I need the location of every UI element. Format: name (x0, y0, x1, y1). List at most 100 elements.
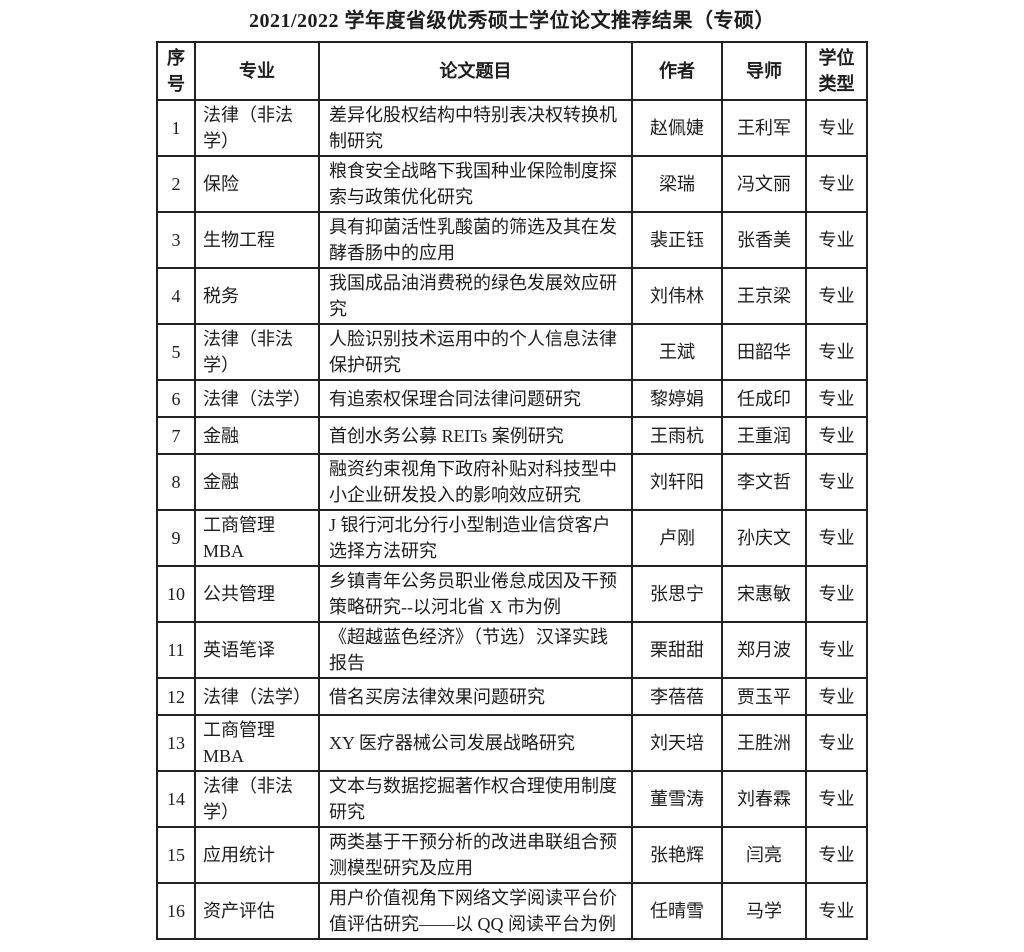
cell-degree-type: 专业 (805, 677, 868, 716)
header-major: 专业 (194, 41, 320, 101)
cell-advisor: 马学 (721, 882, 807, 940)
cell-advisor: 王胜洲 (721, 714, 807, 772)
cell-degree-type: 专业 (805, 453, 868, 511)
cell-thesis-title: 有追索权保理合同法律问题研究 (318, 379, 633, 418)
cell-degree-type: 专业 (805, 379, 868, 418)
cell-no: 10 (156, 565, 196, 623)
header-no: 序号 (156, 41, 196, 101)
cell-thesis-title: 用户价值视角下网络文学阅读平台价值评估研究——以 QQ 阅读平台为例 (318, 882, 633, 940)
cell-degree-type: 专业 (805, 882, 868, 940)
cell-major: 金融 (194, 416, 320, 455)
cell-major: 税务 (194, 267, 320, 325)
table-row: 12 法律（法学） 借名买房法律效果问题研究 李蓓蓓 贾玉平 专业 (156, 677, 868, 716)
cell-no: 11 (156, 621, 196, 679)
table-body: 1 法律（非法学） 差异化股权结构中特别表决权转换机制研究 赵佩婕 王利军 专业… (156, 99, 868, 940)
table-header: 序号 专业 论文题目 作者 导师 学位类型 (156, 41, 868, 101)
cell-author: 张艳辉 (631, 826, 723, 884)
cell-major: 金融 (194, 453, 320, 511)
cell-major: 工商管理 MBA (194, 714, 320, 772)
header-title: 论文题目 (318, 41, 633, 101)
cell-thesis-title: 两类基于干预分析的改进串联组合预测模型研究及应用 (318, 826, 633, 884)
cell-author: 任晴雪 (631, 882, 723, 940)
table-row: 16 资产评估 用户价值视角下网络文学阅读平台价值评估研究——以 QQ 阅读平台… (156, 882, 868, 940)
cell-advisor: 贾玉平 (721, 677, 807, 716)
cell-author: 王雨杭 (631, 416, 723, 455)
cell-thesis-title: 首创水务公募 REITs 案例研究 (318, 416, 633, 455)
table-row: 10 公共管理 乡镇青年公务员职业倦怠成因及干预策略研究--以河北省 X 市为例… (156, 565, 868, 623)
cell-degree-type: 专业 (805, 416, 868, 455)
cell-major: 资产评估 (194, 882, 320, 940)
cell-no: 1 (156, 99, 196, 157)
cell-thesis-title: 借名买房法律效果问题研究 (318, 677, 633, 716)
cell-author: 卢刚 (631, 509, 723, 567)
cell-advisor: 田韶华 (721, 323, 807, 381)
cell-major: 法律（非法学） (194, 770, 320, 828)
cell-no: 9 (156, 509, 196, 567)
table-row: 4 税务 我国成品油消费税的绿色发展效应研究 刘伟林 王京梁 专业 (156, 267, 868, 325)
cell-author: 黎婷娟 (631, 379, 723, 418)
cell-thesis-title: 差异化股权结构中特别表决权转换机制研究 (318, 99, 633, 157)
cell-no: 7 (156, 416, 196, 455)
cell-degree-type: 专业 (805, 565, 868, 623)
cell-major: 法律（非法学） (194, 323, 320, 381)
cell-major: 工商管理 MBA (194, 509, 320, 567)
table-row: 13 工商管理 MBA XY 医疗器械公司发展战略研究 刘天培 王胜洲 专业 (156, 714, 868, 772)
cell-advisor: 王重润 (721, 416, 807, 455)
cell-major: 英语笔译 (194, 621, 320, 679)
cell-no: 8 (156, 453, 196, 511)
cell-author: 刘天培 (631, 714, 723, 772)
cell-degree-type: 专业 (805, 267, 868, 325)
cell-degree-type: 专业 (805, 155, 868, 213)
cell-degree-type: 专业 (805, 770, 868, 828)
cell-degree-type: 专业 (805, 323, 868, 381)
table-row: 9 工商管理 MBA J 银行河北分行小型制造业信贷客户选择方法研究 卢刚 孙庆… (156, 509, 868, 567)
cell-no: 6 (156, 379, 196, 418)
cell-advisor: 刘春霖 (721, 770, 807, 828)
cell-author: 裴正钰 (631, 211, 723, 269)
cell-author: 刘伟林 (631, 267, 723, 325)
cell-no: 13 (156, 714, 196, 772)
cell-major: 法律（非法学） (194, 99, 320, 157)
cell-thesis-title: 人脸识别技术运用中的个人信息法律保护研究 (318, 323, 633, 381)
table-row: 15 应用统计 两类基于干预分析的改进串联组合预测模型研究及应用 张艳辉 闫亮 … (156, 826, 868, 884)
table-row: 1 法律（非法学） 差异化股权结构中特别表决权转换机制研究 赵佩婕 王利军 专业 (156, 99, 868, 157)
table-row: 5 法律（非法学） 人脸识别技术运用中的个人信息法律保护研究 王斌 田韶华 专业 (156, 323, 868, 381)
cell-degree-type: 专业 (805, 826, 868, 884)
cell-major: 生物工程 (194, 211, 320, 269)
header-row: 序号 专业 论文题目 作者 导师 学位类型 (156, 41, 868, 101)
table-row: 14 法律（非法学） 文本与数据挖掘著作权合理使用制度研究 董雪涛 刘春霖 专业 (156, 770, 868, 828)
cell-thesis-title: 粮食安全战略下我国种业保险制度探索与政策优化研究 (318, 155, 633, 213)
cell-no: 2 (156, 155, 196, 213)
cell-advisor: 李文哲 (721, 453, 807, 511)
cell-advisor: 王京梁 (721, 267, 807, 325)
cell-no: 4 (156, 267, 196, 325)
cell-advisor: 闫亮 (721, 826, 807, 884)
cell-no: 16 (156, 882, 196, 940)
cell-advisor: 王利军 (721, 99, 807, 157)
cell-advisor: 孙庆文 (721, 509, 807, 567)
cell-author: 栗甜甜 (631, 621, 723, 679)
cell-no: 15 (156, 826, 196, 884)
cell-no: 14 (156, 770, 196, 828)
header-advisor: 导师 (721, 41, 807, 101)
cell-thesis-title: XY 医疗器械公司发展战略研究 (318, 714, 633, 772)
cell-author: 李蓓蓓 (631, 677, 723, 716)
table-row: 7 金融 首创水务公募 REITs 案例研究 王雨杭 王重润 专业 (156, 416, 868, 455)
cell-degree-type: 专业 (805, 99, 868, 157)
table-row: 3 生物工程 具有抑菌活性乳酸菌的筛选及其在发酵香肠中的应用 裴正钰 张香美 专… (156, 211, 868, 269)
cell-advisor: 任成印 (721, 379, 807, 418)
cell-author: 刘轩阳 (631, 453, 723, 511)
cell-major: 保险 (194, 155, 320, 213)
cell-thesis-title: 融资约束视角下政府补贴对科技型中小企业研发投入的影响效应研究 (318, 453, 633, 511)
cell-no: 3 (156, 211, 196, 269)
cell-thesis-title: 乡镇青年公务员职业倦怠成因及干预策略研究--以河北省 X 市为例 (318, 565, 633, 623)
cell-thesis-title: 文本与数据挖掘著作权合理使用制度研究 (318, 770, 633, 828)
page-title: 2021/2022 学年度省级优秀硕士学位论文推荐结果（专硕） (248, 10, 776, 32)
cell-degree-type: 专业 (805, 621, 868, 679)
cell-major: 法律（法学） (194, 677, 320, 716)
cell-author: 董雪涛 (631, 770, 723, 828)
cell-thesis-title: J 银行河北分行小型制造业信贷客户选择方法研究 (318, 509, 633, 567)
thesis-recommendation-table: 序号 专业 论文题目 作者 导师 学位类型 1 法律（非法学） 差异化股权结构中… (156, 41, 868, 940)
header-degree: 学位类型 (805, 41, 868, 101)
